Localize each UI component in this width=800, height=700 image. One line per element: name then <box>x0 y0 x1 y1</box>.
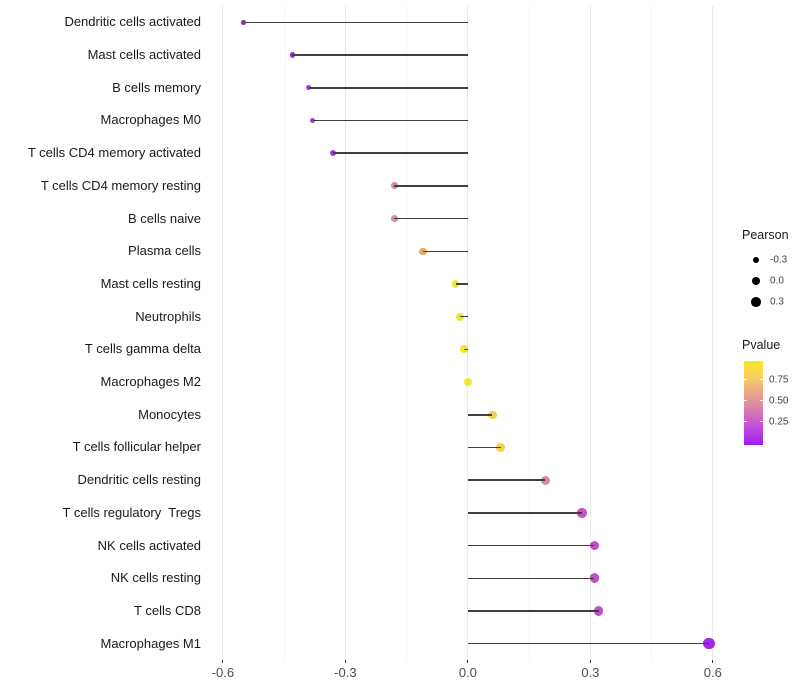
lollipop-dot <box>455 312 464 321</box>
size-legend-dot <box>752 277 760 285</box>
category-label: B cells naive <box>128 210 201 226</box>
pvalue-tick-label: 0.75 <box>769 374 789 386</box>
category-label: T cells CD4 memory resting <box>40 177 201 193</box>
gridline-major <box>222 6 224 660</box>
lollipop-dot <box>540 475 550 485</box>
lollipop-stem <box>292 54 468 56</box>
x-axis-tick-label: -0.3 <box>334 665 357 680</box>
size-legend-label: -0.3 <box>770 254 788 266</box>
gridline-major <box>344 6 346 660</box>
gridline-major <box>467 6 469 660</box>
legend: Pearson -0.3 0.0 0.3 Pvalue 0.75 0.50 0.25 <box>742 228 800 456</box>
lollipop-dot <box>577 508 587 518</box>
color-legend-gradient: 0.75 0.50 0.25 <box>742 361 800 456</box>
pvalue-tick-label: 0.50 <box>769 395 789 407</box>
x-axis-tick <box>467 660 469 663</box>
lollipop-dot <box>459 345 468 354</box>
lollipop-dot <box>593 606 604 616</box>
lollipop-stem <box>467 414 493 416</box>
lollipop-stem <box>394 217 468 220</box>
size-legend-items: -0.3 0.0 0.3 <box>742 250 800 312</box>
gridline-minor <box>283 6 285 660</box>
lollipop-stem <box>459 315 468 318</box>
category-label: Neutrophils <box>135 308 201 324</box>
pvalue-gradient-bar <box>744 361 763 445</box>
x-axis-tick <box>589 660 591 663</box>
lollipop-dot <box>463 378 472 386</box>
lollipop-stem <box>422 250 468 252</box>
lollipop-dot <box>589 540 600 551</box>
lollipop-stem <box>308 87 468 89</box>
lollipop-stem <box>467 610 599 612</box>
category-label: Macrophages M0 <box>100 112 201 128</box>
pvalue-tick-label: 0.25 <box>769 416 789 428</box>
gridline-minor <box>651 6 653 660</box>
lollipop-stem <box>467 577 595 579</box>
category-label: NK cells resting <box>110 570 201 586</box>
lollipop-stem <box>467 479 546 481</box>
size-legend-label: 0.3 <box>770 296 784 308</box>
lollipop-dot <box>419 247 427 255</box>
size-legend-dot <box>752 256 759 263</box>
category-label: Mast cells resting <box>100 275 201 291</box>
category-label: T cells CD8 <box>134 602 201 618</box>
lollipop-dot <box>305 85 312 91</box>
x-axis: -0.6 -0.3 0.0 0.3 0.6 <box>0 660 800 690</box>
lollipop-dot <box>241 20 246 25</box>
pvalue-tick-mark <box>760 400 763 402</box>
pvalue-tick-mark <box>744 400 747 402</box>
pvalue-tick-mark <box>744 379 747 381</box>
gridline-minor <box>406 6 408 660</box>
lollipop-stem <box>312 119 468 122</box>
x-axis-tick-label: 0.3 <box>581 665 600 680</box>
color-legend: Pvalue 0.75 0.50 0.25 <box>742 338 800 456</box>
lollipop-stem <box>394 185 468 187</box>
lollipop-stem <box>243 21 468 24</box>
size-legend: Pearson -0.3 0.0 0.3 <box>742 228 800 312</box>
category-label: Macrophages M2 <box>100 374 201 390</box>
category-label: Dendritic cells activated <box>64 14 201 30</box>
x-axis-tick <box>344 660 346 663</box>
y-axis-category-labels: Dendritic cells activated Mast cells acti… <box>0 6 210 660</box>
lollipop-stem <box>467 544 595 547</box>
lollipop-dot <box>451 280 460 288</box>
color-legend-title: Pvalue <box>742 338 781 352</box>
category-label: T cells follicular helper <box>72 439 201 455</box>
lollipop-stem <box>333 152 468 154</box>
x-axis-tick <box>222 660 224 663</box>
gridline-minor <box>528 6 530 660</box>
category-label: Monocytes <box>138 406 201 422</box>
x-axis-tick <box>712 660 714 663</box>
pvalue-tick-mark <box>744 421 747 423</box>
size-legend-label: 0.0 <box>770 275 784 287</box>
category-label: T cells gamma delta <box>84 341 201 357</box>
category-label: Plasma cells <box>128 243 201 259</box>
category-label: Dendritic cells resting <box>77 472 201 488</box>
gridline-major <box>589 6 591 660</box>
lollipop-dot <box>309 117 316 124</box>
category-label: B cells memory <box>112 79 201 95</box>
category-label: Macrophages M1 <box>100 635 201 651</box>
pvalue-tick-mark <box>760 379 763 381</box>
x-axis-tick-label: 0.0 <box>458 665 477 680</box>
category-label: T cells regulatory Tregs <box>62 504 201 520</box>
lollipop-stem <box>463 348 468 351</box>
x-axis-tick-label: -0.6 <box>211 665 235 680</box>
lollipop-stem <box>455 283 468 285</box>
plot-panel <box>218 6 730 660</box>
x-axis-tick-label: 0.6 <box>703 665 722 680</box>
category-label: T cells CD4 memory activated <box>27 145 201 161</box>
category-label: NK cells activated <box>97 537 201 553</box>
gridline-major <box>712 6 714 660</box>
lollipop-dot <box>488 410 497 419</box>
lollipop-stem <box>467 446 501 449</box>
category-label: Mast cells activated <box>87 47 201 63</box>
lollipop-dot <box>589 573 600 584</box>
lollipop-stem <box>467 642 709 645</box>
lollipop-stem <box>467 512 583 514</box>
pvalue-tick-mark <box>760 421 763 423</box>
size-legend-dot <box>751 297 761 307</box>
size-legend-title: Pearson <box>742 228 789 242</box>
